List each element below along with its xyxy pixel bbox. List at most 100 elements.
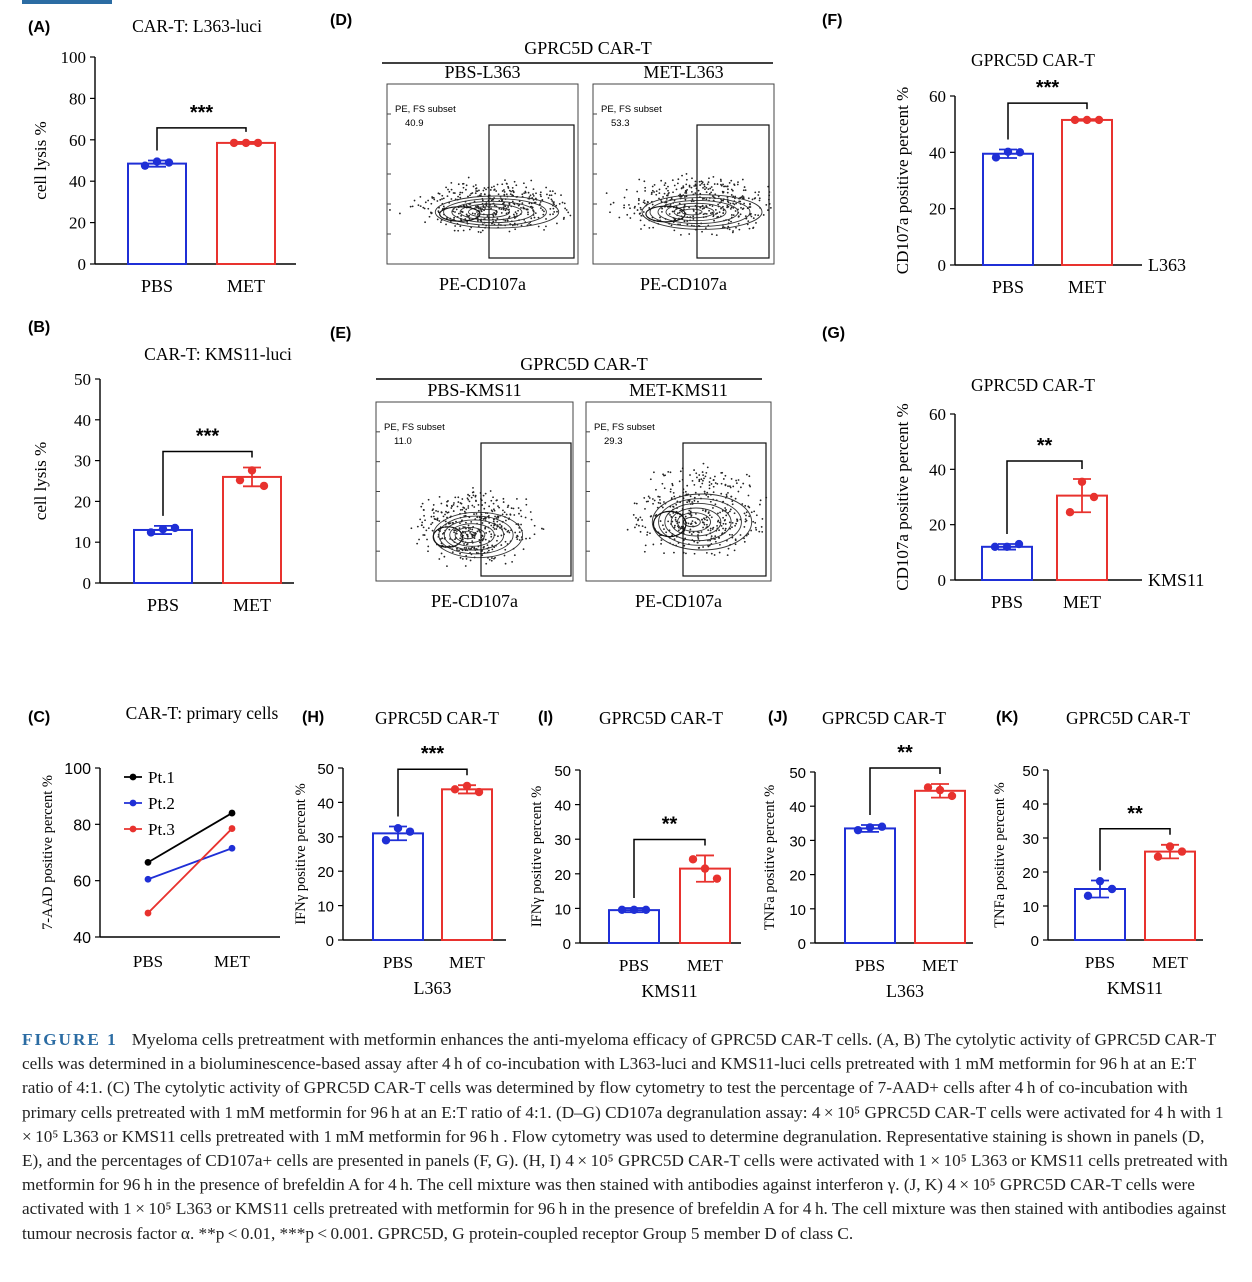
event-dot <box>688 206 690 209</box>
event-dot <box>697 189 700 192</box>
bar-pbs <box>127 162 187 265</box>
event-dot <box>439 198 442 201</box>
event-dot <box>450 504 453 507</box>
data-point-met <box>253 138 263 148</box>
event-dot <box>748 227 751 230</box>
event-dot <box>702 526 704 529</box>
event-dot <box>673 199 676 202</box>
event-dot <box>720 207 722 210</box>
event-dot <box>641 519 643 521</box>
event-dot <box>495 528 498 530</box>
event-dot <box>467 195 469 198</box>
event-dot <box>701 181 704 184</box>
event-dot <box>692 210 695 212</box>
event-dot <box>712 485 715 488</box>
event-dot <box>708 484 711 487</box>
event-dot <box>643 202 646 205</box>
event-dot <box>635 502 638 505</box>
event-dot <box>530 179 533 182</box>
data-point-pbs <box>393 824 403 833</box>
event-dot <box>670 515 673 518</box>
event-dot <box>720 492 723 495</box>
event-dot <box>430 515 433 518</box>
event-dot <box>633 212 636 215</box>
event-dot <box>495 190 498 192</box>
event-dot <box>698 546 701 549</box>
panel-label: (E) <box>330 325 351 342</box>
event-dot <box>741 178 744 181</box>
event-dot <box>488 530 491 533</box>
series-line-pt3 <box>147 827 233 914</box>
event-dot <box>703 523 706 526</box>
data-point-pbs <box>641 905 651 914</box>
event-dot <box>718 211 721 214</box>
event-dot <box>701 198 704 200</box>
panel-label: (J) <box>768 709 788 726</box>
x-tick-label-pbs: PBS <box>147 595 179 615</box>
event-dot <box>727 225 730 228</box>
event-dot <box>734 524 736 527</box>
data-point-met <box>700 864 710 873</box>
event-dot <box>473 506 476 508</box>
significance-stars: ** <box>1127 803 1143 825</box>
data-point-met <box>1177 847 1187 856</box>
event-dot <box>503 193 506 196</box>
event-dot <box>481 229 484 232</box>
significance-bracket <box>1099 828 1171 871</box>
event-dot <box>754 191 757 194</box>
event-dot <box>701 518 703 521</box>
event-dot <box>475 190 478 192</box>
event-dot <box>678 211 681 214</box>
event-dot <box>446 195 449 198</box>
event-dot <box>426 538 428 541</box>
event-dot <box>455 208 458 211</box>
event-dot <box>663 487 666 490</box>
density-contour <box>438 515 514 555</box>
event-dot <box>489 189 492 191</box>
event-dot <box>734 543 737 546</box>
data-point-pbs <box>1015 148 1025 157</box>
event-dot <box>483 187 486 189</box>
event-dot <box>678 202 681 205</box>
event-dot <box>695 522 697 525</box>
event-dot <box>703 207 705 210</box>
panel-c <box>95 767 280 938</box>
event-dot <box>716 183 719 185</box>
event-dot <box>684 490 687 493</box>
event-dot <box>637 202 640 205</box>
event-dot <box>481 539 484 542</box>
event-dot <box>518 539 521 541</box>
event-dot <box>470 496 473 499</box>
event-dot <box>533 216 536 219</box>
event-dot <box>552 207 555 210</box>
event-dot <box>682 186 685 189</box>
event-dot <box>698 474 701 476</box>
event-dot <box>423 207 426 210</box>
data-point-pbs <box>152 157 162 166</box>
event-dot <box>480 193 482 195</box>
density-contour <box>449 523 495 547</box>
event-dot <box>398 212 401 215</box>
event-dot <box>463 507 466 509</box>
event-dot <box>707 188 710 191</box>
significance-bracket <box>1007 102 1088 140</box>
panel-k <box>1043 769 1203 941</box>
data-point-met <box>259 481 269 491</box>
event-dot <box>441 532 444 535</box>
event-dot <box>506 182 508 185</box>
event-dot <box>669 490 672 493</box>
event-dot <box>488 558 491 561</box>
event-dot <box>683 220 686 223</box>
event-dot <box>522 182 525 185</box>
event-dot <box>731 231 734 234</box>
panel-label: (A) <box>28 19 50 36</box>
event-dot <box>528 196 531 198</box>
event-dot <box>735 226 737 229</box>
event-dot <box>638 524 640 527</box>
y-tick-label: 60 <box>69 131 86 150</box>
event-dot <box>419 518 422 521</box>
event-dot <box>563 216 565 219</box>
event-dot <box>547 197 550 199</box>
event-dot <box>501 183 504 186</box>
event-dot <box>467 493 469 496</box>
